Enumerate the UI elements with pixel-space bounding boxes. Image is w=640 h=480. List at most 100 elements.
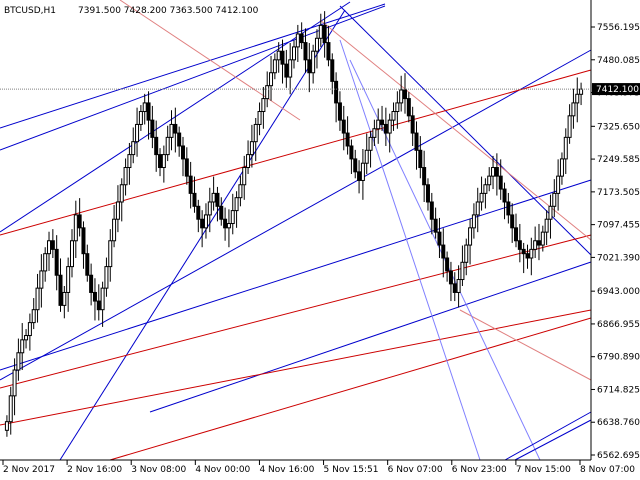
candle-body <box>265 85 270 100</box>
candle-body <box>445 257 450 272</box>
y-tick-label: 7097.455 <box>597 221 640 231</box>
candle-body <box>142 102 147 113</box>
trend-line <box>0 179 592 371</box>
candle-body <box>425 184 430 203</box>
candle-body <box>498 175 503 190</box>
candle-body <box>215 192 220 207</box>
candle-body <box>391 111 396 121</box>
candle-body <box>69 240 74 268</box>
candle-body <box>127 154 132 169</box>
y-tick-label: 6714.825 <box>597 385 640 395</box>
y-tick-label: 6562.695 <box>597 451 640 461</box>
candle-body <box>437 231 442 246</box>
candle-body <box>73 214 78 242</box>
candle-body <box>579 88 584 95</box>
candle-body <box>85 253 90 276</box>
candle-body <box>544 218 549 233</box>
candle-body <box>104 266 109 289</box>
candle-body <box>207 201 212 216</box>
candle-body <box>238 184 243 199</box>
candle-body <box>249 141 254 156</box>
candle-body <box>246 154 251 169</box>
candle-body <box>223 218 228 229</box>
x-tick-label: 5 Nov 15:51 <box>324 465 379 475</box>
candle-body <box>448 270 453 285</box>
y-tick-label: 7556.195 <box>597 23 640 33</box>
candle-body <box>112 218 117 242</box>
candle-body <box>180 145 185 160</box>
candle-body <box>414 132 419 151</box>
candle-body <box>154 136 159 156</box>
y-tick-label: 7249.585 <box>597 155 640 165</box>
candle-body <box>494 167 499 177</box>
candle-body <box>422 167 427 186</box>
candle-body <box>529 248 534 259</box>
trend-line <box>0 234 592 389</box>
candle-body <box>559 158 564 177</box>
candle-body <box>376 119 381 130</box>
candle-body <box>234 197 239 212</box>
candle-body <box>27 322 32 337</box>
trend-line <box>0 49 592 381</box>
candle-body <box>475 201 480 216</box>
x-tick-label: 3 Nov 08:00 <box>131 465 186 475</box>
candle-body <box>506 201 511 216</box>
y-tick-label: 7173.505 <box>597 188 640 198</box>
candle-body <box>368 136 373 151</box>
candle-body <box>47 240 52 255</box>
candle-body <box>188 175 193 194</box>
candle-body <box>548 205 553 220</box>
candle-body <box>50 240 55 250</box>
candle-body <box>395 102 400 113</box>
candle-body <box>429 201 434 220</box>
candle-body <box>487 175 492 186</box>
candle-body <box>410 115 415 134</box>
candle-body <box>418 149 423 169</box>
candle-body <box>284 63 289 78</box>
candle-body <box>89 274 94 293</box>
x-tick-label: 6 Nov 07:00 <box>388 465 443 475</box>
candle-body <box>464 244 469 263</box>
trend-line <box>319 19 592 241</box>
candle-body <box>491 167 496 177</box>
candle-body <box>8 395 13 423</box>
candle-body <box>563 136 568 160</box>
candle-body <box>39 270 44 289</box>
x-tick-label: 6 Nov 23:00 <box>452 465 507 475</box>
candle-body <box>322 24 327 44</box>
candle-body <box>12 369 17 397</box>
candle-body <box>552 192 557 207</box>
x-tick-label: 2 Nov 2017 <box>3 465 55 475</box>
y-tick-label: 6943.000 <box>597 287 640 297</box>
candle-body <box>200 218 205 229</box>
candle-body <box>150 119 155 138</box>
candle-body <box>456 279 461 293</box>
candle-body <box>131 141 136 156</box>
candle-body <box>81 227 86 255</box>
candle-body <box>100 287 105 311</box>
candle-body <box>165 136 170 156</box>
x-axis: 2 Nov 2017 2 Nov 16:00 3 Nov 08:00 4 Nov 00… <box>2 460 635 475</box>
trend-line <box>459 309 592 381</box>
candle-body <box>372 128 377 138</box>
candle-body <box>66 266 71 293</box>
candle-body <box>517 240 522 250</box>
candle-body <box>326 42 331 61</box>
candle-body <box>24 335 29 341</box>
candle-body <box>483 184 488 194</box>
candle-body <box>318 24 323 39</box>
candle-body <box>288 59 293 78</box>
candle-body <box>399 89 404 104</box>
candle-body <box>35 287 40 311</box>
candle-body <box>380 119 385 125</box>
candle-body <box>158 154 163 169</box>
candle-body <box>77 214 82 229</box>
y-tick-label: 7325.650 <box>597 122 640 132</box>
x-tick-label: 8 Nov 07:00 <box>580 465 635 475</box>
candle-body <box>341 119 346 134</box>
y-tick-label: 7480.085 <box>597 56 640 66</box>
trend-line <box>0 69 592 236</box>
y-tick-label: 6790.890 <box>597 353 640 363</box>
